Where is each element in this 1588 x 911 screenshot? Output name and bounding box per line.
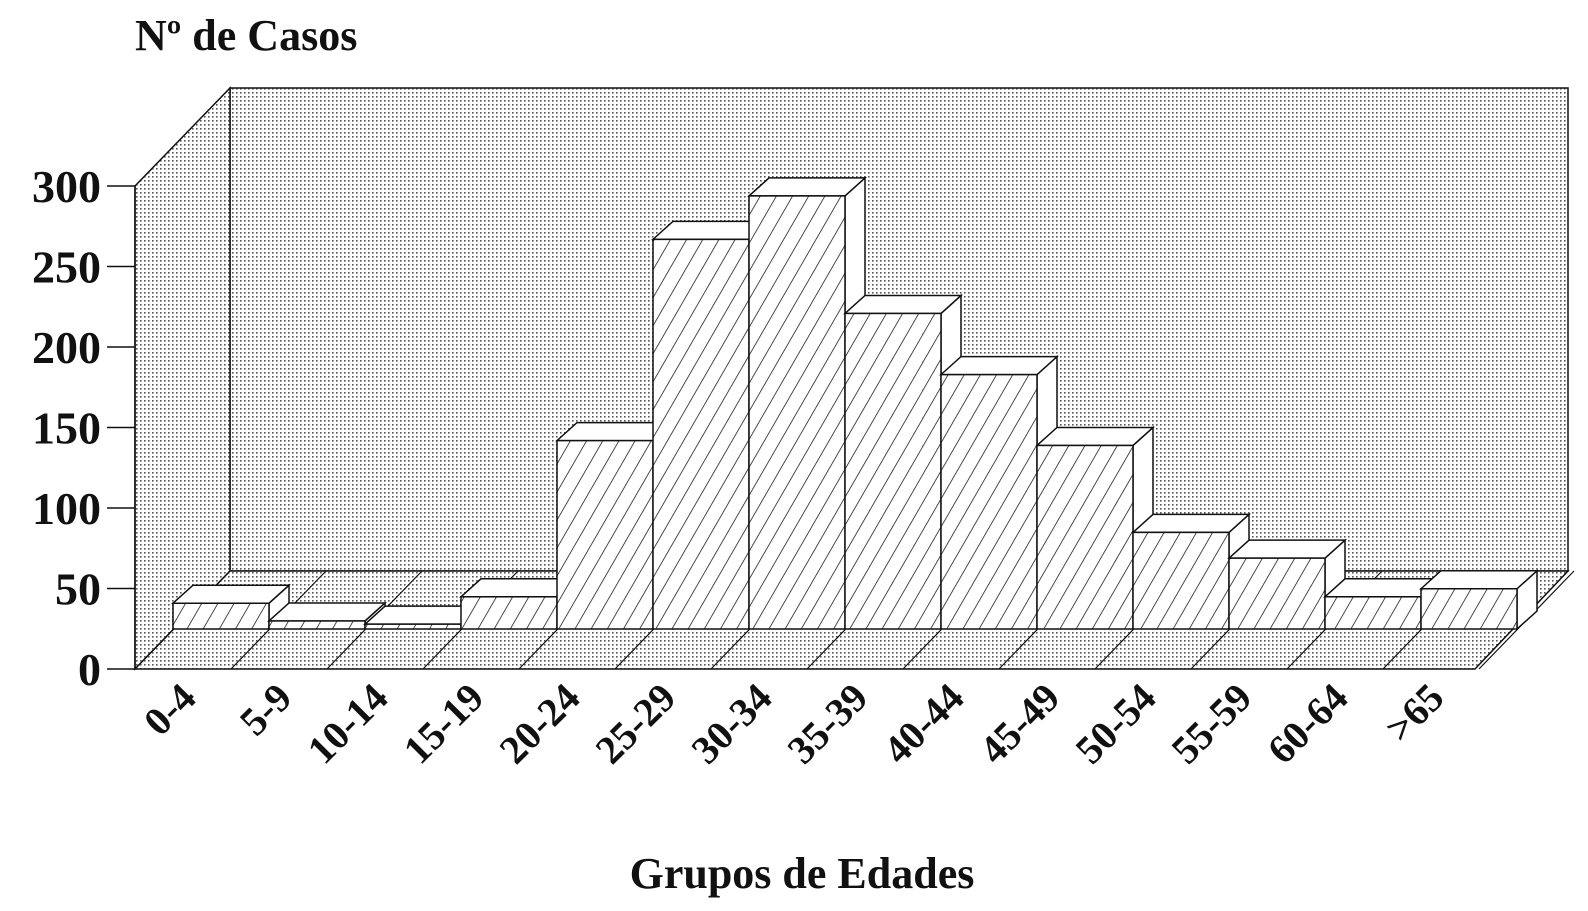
x-tick-label: 55-59 xyxy=(1163,675,1261,773)
bar xyxy=(940,373,1038,630)
bar xyxy=(1036,444,1134,630)
x-tick-label: 0-4 xyxy=(135,675,205,745)
y-tick-label: 250 xyxy=(32,242,101,293)
bar-top xyxy=(171,584,291,604)
x-tick-label: 25-29 xyxy=(587,675,685,773)
bar xyxy=(556,439,654,630)
x-tick-label: 50-54 xyxy=(1067,675,1165,773)
bar-top xyxy=(1035,426,1155,447)
bar xyxy=(460,596,558,630)
chart-title: Nº de Casos xyxy=(135,11,357,60)
y-tick-label: 200 xyxy=(32,322,101,373)
bar-top xyxy=(939,355,1059,376)
x-tick-label: 30-34 xyxy=(683,675,781,773)
bar xyxy=(1228,557,1326,630)
y-tick-label: 50 xyxy=(55,564,101,615)
bar-top xyxy=(1131,513,1251,534)
bar-top xyxy=(747,177,867,197)
y-tick-label: 100 xyxy=(32,483,101,534)
x-tick-label: 60-64 xyxy=(1259,675,1357,773)
bar xyxy=(364,623,462,630)
y-tick-label: 150 xyxy=(32,403,101,454)
x-axis-label: Grupos de Edades xyxy=(630,849,975,898)
left-wall xyxy=(134,86,231,671)
bar xyxy=(1420,588,1518,630)
x-tick-label: 40-44 xyxy=(875,675,973,773)
bar-top xyxy=(843,294,963,315)
bar xyxy=(172,602,270,630)
y-tick-label: 300 xyxy=(32,161,101,212)
bar xyxy=(1132,531,1230,630)
bar xyxy=(748,195,846,630)
x-tick-label: >65 xyxy=(1376,675,1452,751)
bar-top xyxy=(1227,539,1347,559)
x-tick-label: 20-24 xyxy=(491,675,589,773)
bar-top xyxy=(1419,570,1539,590)
x-tick-label: 35-39 xyxy=(779,675,877,773)
x-tick-label: 10-14 xyxy=(299,675,397,773)
bar-top xyxy=(267,602,387,622)
bar xyxy=(1324,596,1422,630)
bar xyxy=(844,312,942,630)
y-tick-label: 0 xyxy=(78,644,101,695)
x-tick-label: 15-19 xyxy=(395,675,493,773)
bar xyxy=(268,620,366,630)
x-tick-label: 5-9 xyxy=(231,675,301,745)
x-tick-label: 45-49 xyxy=(971,675,1069,773)
bar xyxy=(652,238,750,630)
